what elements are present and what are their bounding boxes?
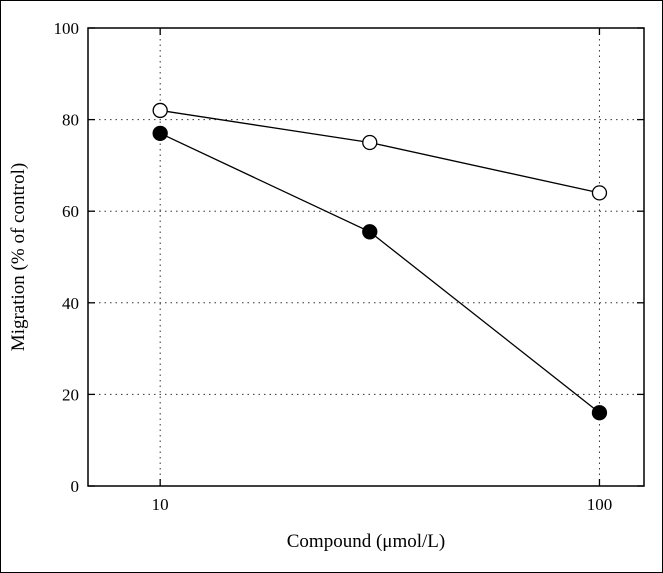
axis-ticks — [88, 27, 644, 487]
open-circle-series-marker — [591, 185, 608, 201]
y-tick-label: 80 — [62, 111, 79, 130]
series-markers — [152, 102, 608, 421]
open-circle-series-line — [160, 109, 600, 194]
filled-circle-series-marker — [152, 125, 168, 141]
y-tick-label: 100 — [54, 19, 80, 38]
y-tick-label: 40 — [62, 294, 79, 313]
y-tick-label: 20 — [62, 385, 79, 404]
y-tick-label: 60 — [62, 202, 79, 221]
filled-circle-series-marker — [362, 224, 378, 240]
open-circle-series-marker — [362, 134, 378, 151]
filled-circle-series-marker — [591, 405, 608, 421]
series-lines — [159, 109, 600, 414]
gridlines — [88, 28, 644, 486]
x-tick-label: 10 — [152, 495, 169, 514]
axis-tick-labels: 0 20 40 60 80 100 10 100 — [54, 19, 613, 514]
y-tick-label: 0 — [71, 477, 80, 496]
open-circle-series-marker — [152, 102, 168, 119]
x-tick-label: 100 — [587, 495, 613, 514]
filled-circle-series-line — [159, 132, 600, 414]
y-axis-label: Migration (% of control) — [8, 163, 29, 351]
x-axis-label: Compound (μmol/L) — [287, 531, 446, 552]
